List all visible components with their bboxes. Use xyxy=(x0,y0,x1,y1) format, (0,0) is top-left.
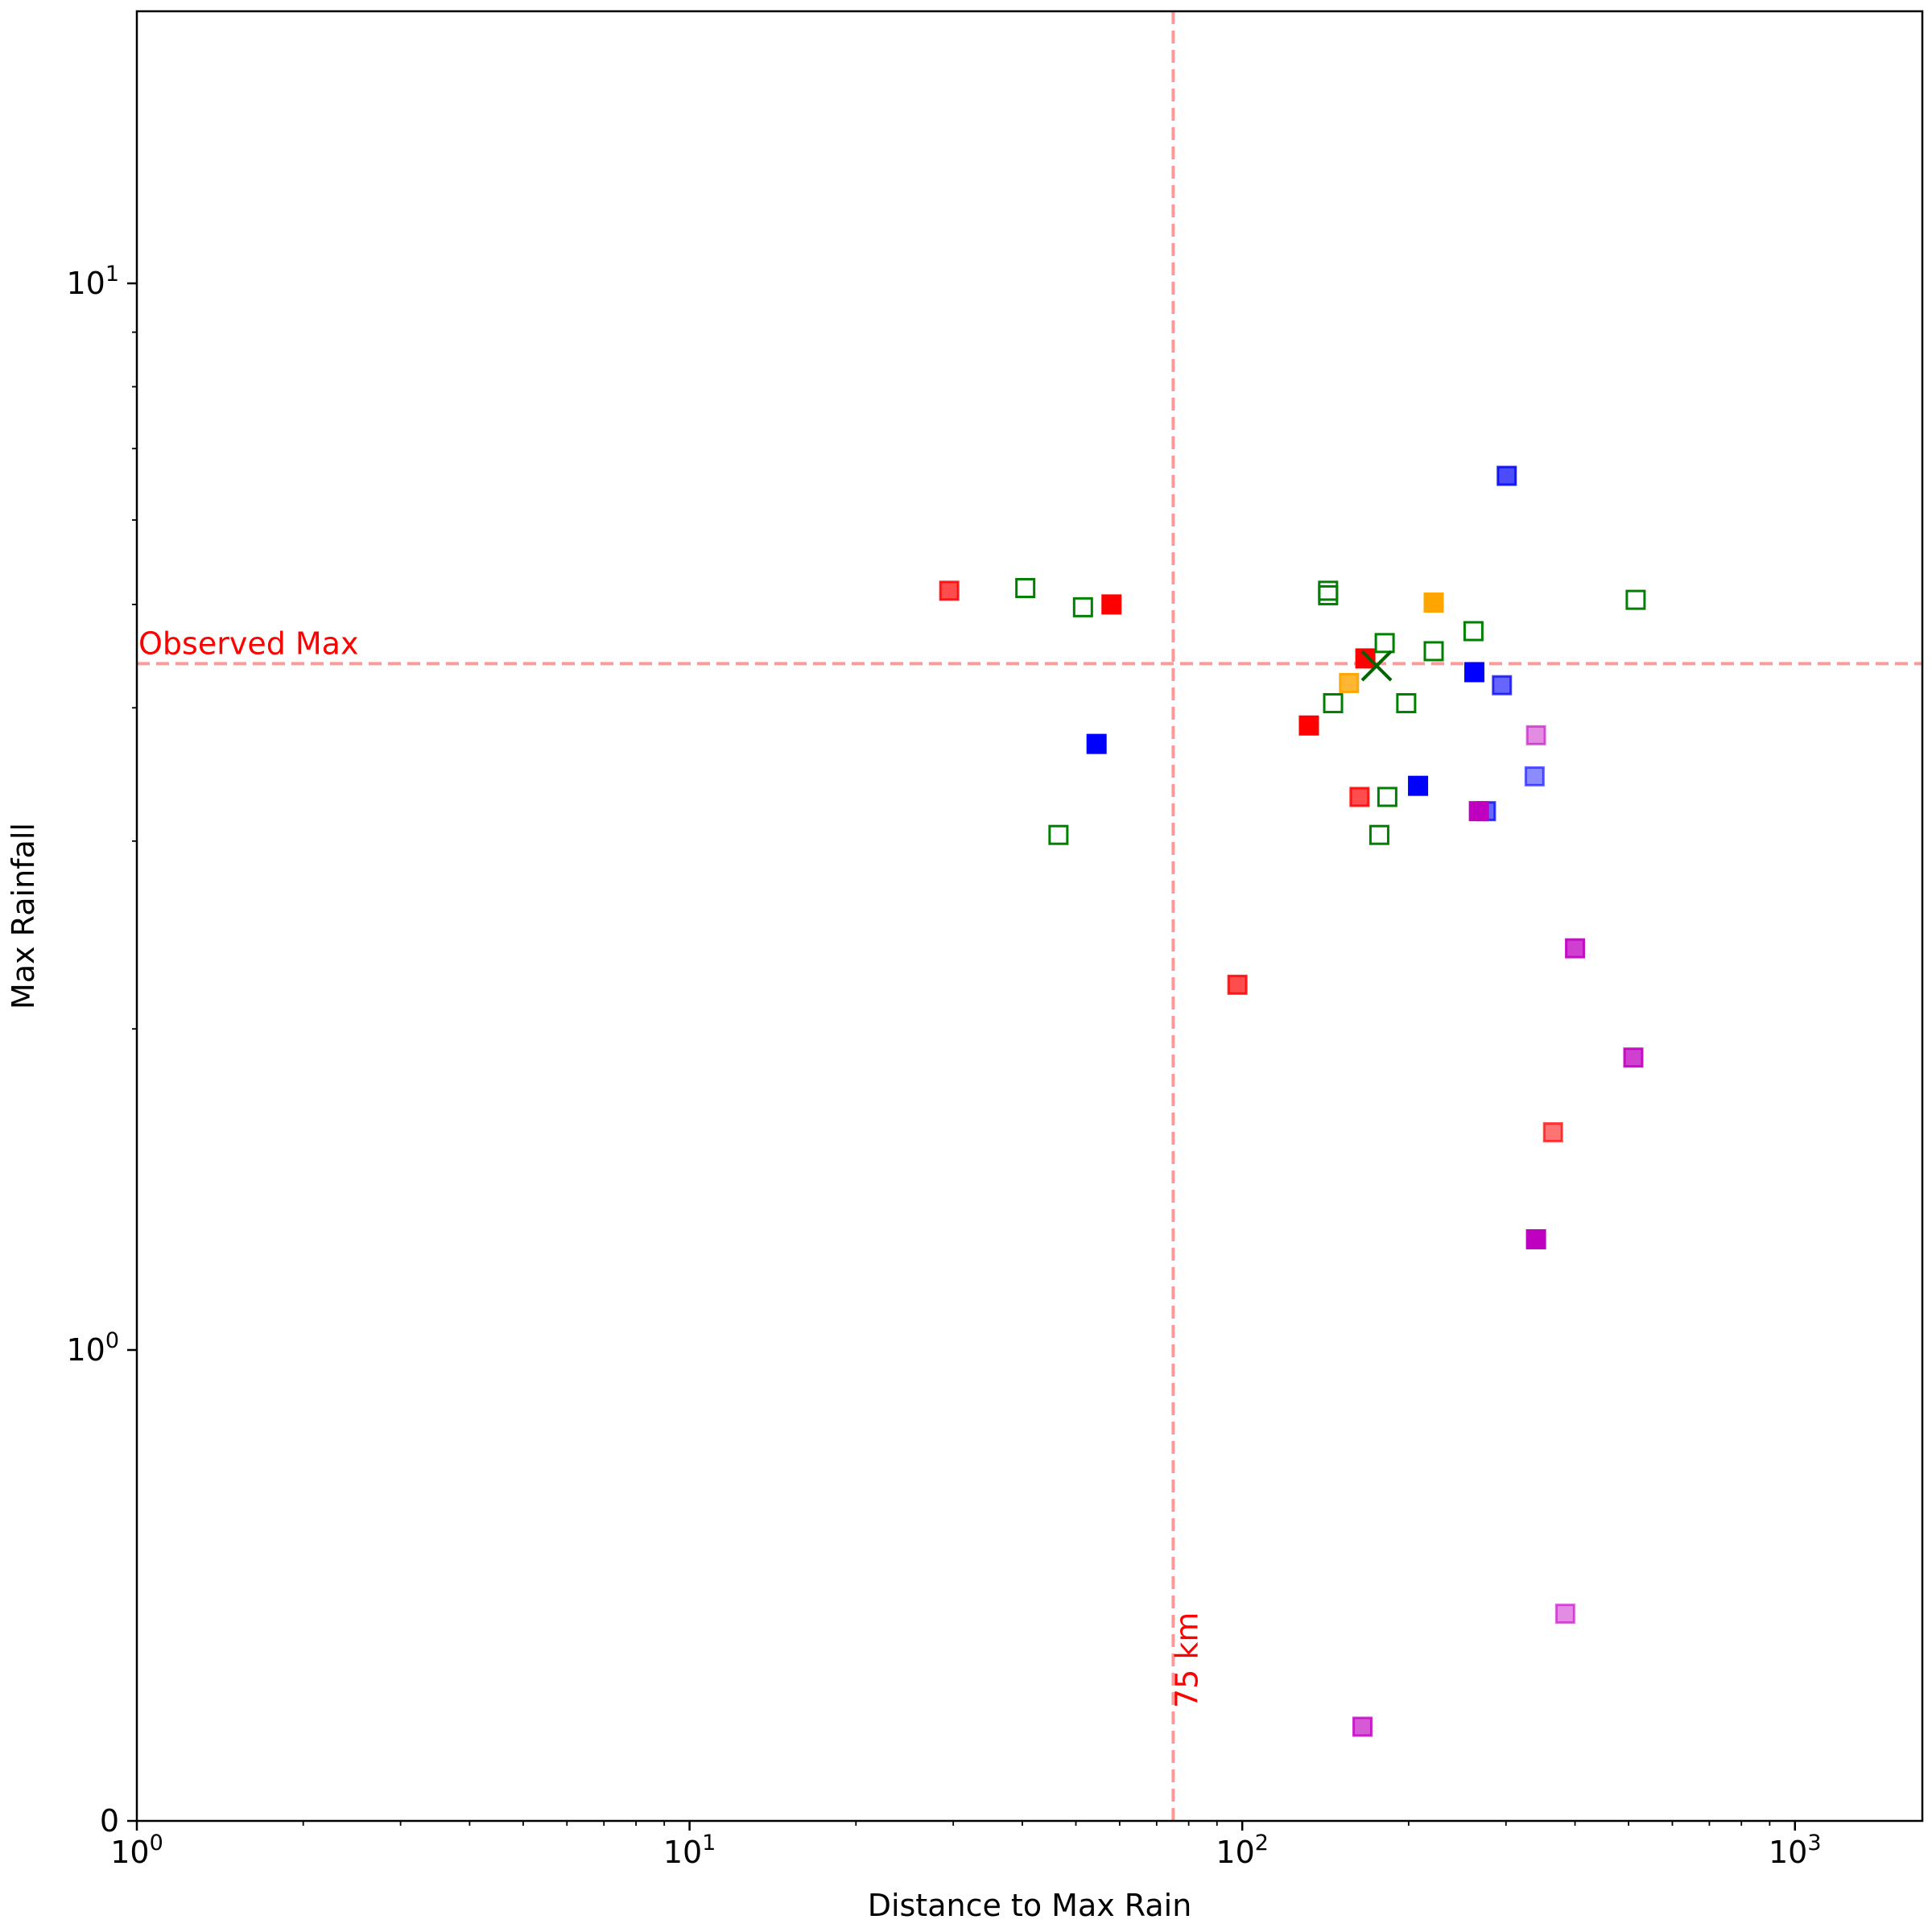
data-point xyxy=(1408,775,1429,796)
data-point xyxy=(1323,693,1344,714)
data-point xyxy=(1086,733,1107,754)
data-point xyxy=(1355,648,1376,669)
data-point xyxy=(1374,633,1395,654)
data-point xyxy=(1525,724,1546,745)
x-axis-label: Distance to Max Rain xyxy=(868,1888,1192,1923)
data-point xyxy=(1368,824,1389,845)
data-point xyxy=(1492,675,1513,696)
data-point xyxy=(1352,1716,1373,1737)
data-point xyxy=(1101,594,1122,615)
mean-x-marker xyxy=(1360,650,1393,682)
data-point xyxy=(1298,715,1319,736)
data-point xyxy=(1468,801,1489,822)
data-point xyxy=(1463,621,1484,642)
data-point xyxy=(1565,938,1586,959)
data-points xyxy=(939,465,1646,1737)
data-point xyxy=(1339,672,1360,693)
data-point xyxy=(1423,641,1444,662)
data-point xyxy=(1464,662,1485,683)
observed-max-label: Observed Max xyxy=(138,625,358,661)
data-point xyxy=(1349,786,1370,807)
marker-layer xyxy=(1360,650,1393,682)
y-axis-ticks: 0 100 101 xyxy=(66,262,137,1839)
y-tick-label: 100 xyxy=(66,1328,119,1368)
x-tick-label: 100 xyxy=(110,1831,163,1870)
data-point xyxy=(1496,465,1517,486)
data-point xyxy=(939,580,960,601)
data-point xyxy=(1048,824,1069,845)
x-axis-ticks: 100 101 102 103 xyxy=(110,1821,1822,1870)
y-tick-label: 101 xyxy=(66,262,119,301)
reference-lines: Observed Max 75 km xyxy=(137,11,1922,1821)
data-point xyxy=(1015,578,1036,599)
data-point xyxy=(1423,592,1444,613)
data-point xyxy=(1227,974,1248,995)
data-point xyxy=(1524,766,1545,786)
data-point xyxy=(1072,597,1093,617)
x-tick-label: 102 xyxy=(1216,1831,1269,1870)
data-point xyxy=(1623,1047,1644,1068)
data-point xyxy=(1525,1228,1546,1249)
x-tick-label: 103 xyxy=(1769,1831,1822,1870)
data-point xyxy=(1318,584,1339,605)
distance-threshold-label: 75 km xyxy=(1169,1612,1204,1708)
plot-frame xyxy=(135,10,1924,1823)
data-point xyxy=(1625,589,1646,610)
y-tick-label: 0 xyxy=(100,1803,119,1839)
data-point xyxy=(1554,1604,1575,1624)
data-point xyxy=(1542,1122,1563,1143)
data-point xyxy=(1377,786,1397,807)
y-axis-label: Max Rainfall xyxy=(6,823,41,1009)
data-point xyxy=(1396,693,1417,714)
x-tick-label: 101 xyxy=(663,1831,716,1870)
